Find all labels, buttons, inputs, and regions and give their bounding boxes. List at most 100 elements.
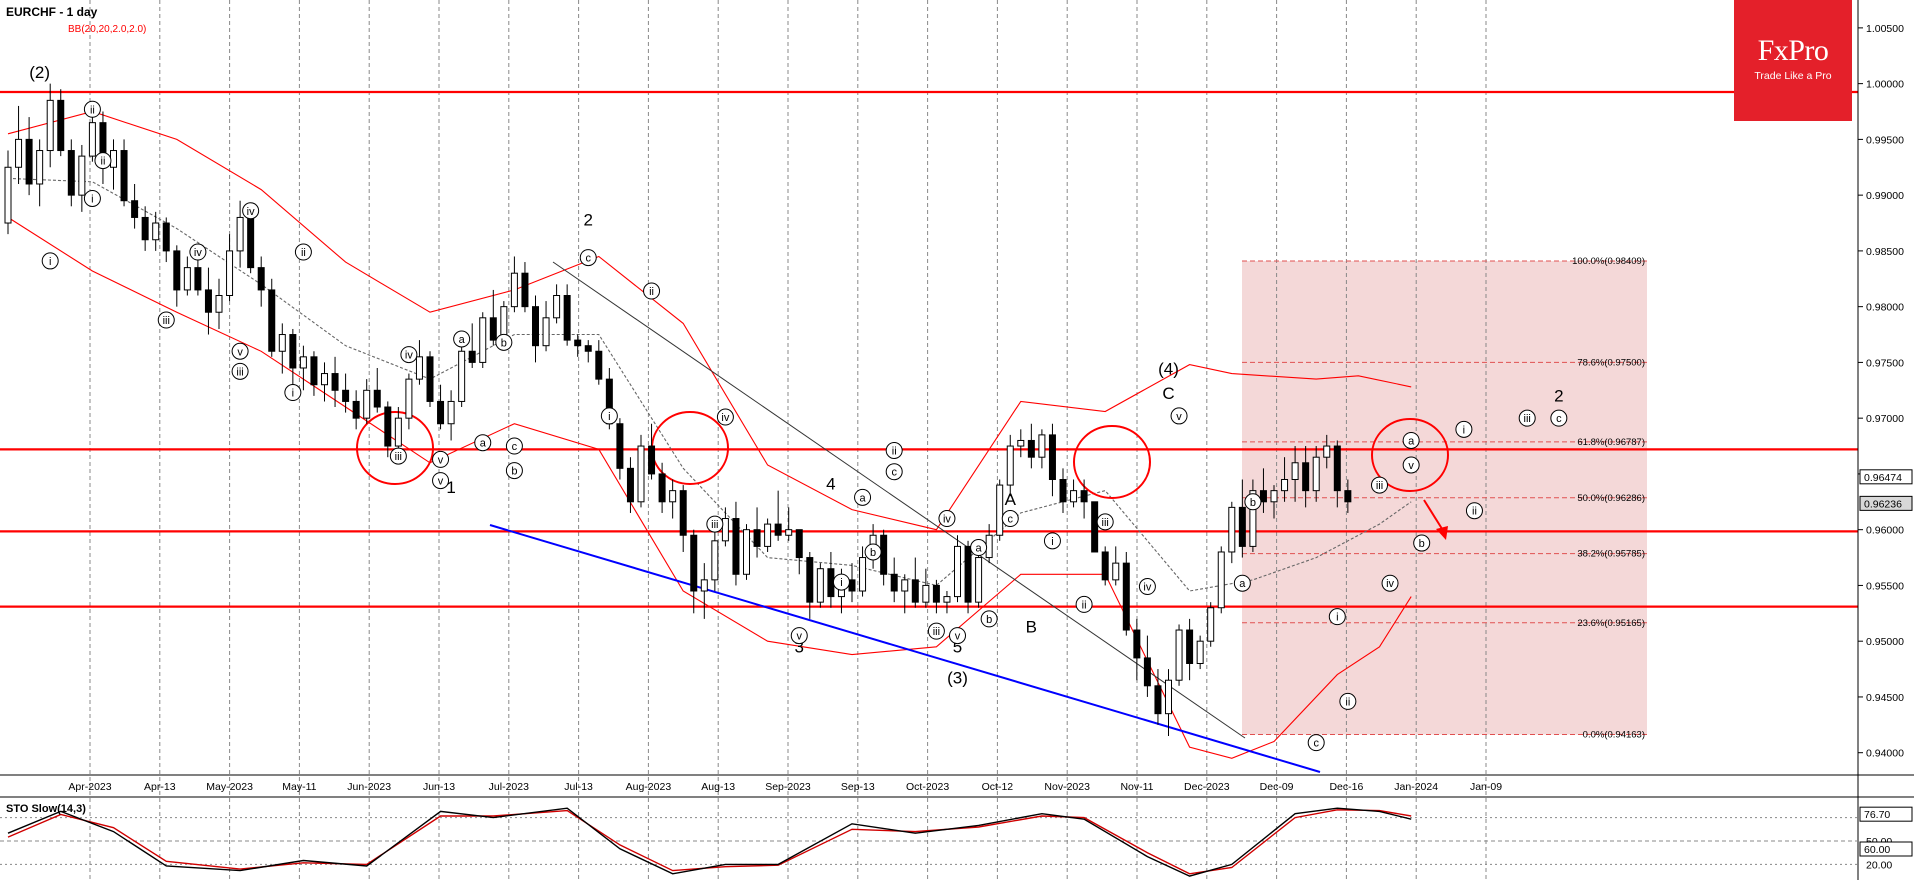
candle: [658, 473, 666, 503]
candle: [15, 138, 23, 168]
candle: [532, 306, 539, 347]
sub-wave-marker: [1339, 692, 1357, 710]
candle: [764, 523, 772, 547]
candle: [299, 356, 307, 369]
wave-label: 4: [826, 475, 835, 494]
candle: [985, 534, 993, 559]
sub-wave-label: iii: [933, 626, 940, 638]
sub-wave-label: b: [986, 614, 992, 626]
x-tick-label: Jul-13: [564, 781, 593, 793]
x-tick-label: Aug-13: [701, 781, 735, 793]
candle: [901, 579, 909, 592]
candle: [1038, 434, 1046, 458]
sub-wave-label: a: [976, 543, 983, 555]
sub-wave-label: ii: [101, 156, 106, 168]
candle: [1143, 657, 1151, 687]
sub-wave-marker: [885, 442, 903, 460]
candle: [774, 523, 782, 536]
sub-wave-marker: [505, 462, 523, 480]
candle: [1070, 490, 1078, 503]
sub-wave-marker: [1233, 574, 1251, 592]
upper-trendline: [552, 261, 1246, 739]
candle: [183, 267, 191, 291]
candle: [204, 289, 212, 313]
candle: [943, 596, 951, 603]
candle: [321, 373, 328, 386]
sub-wave-marker: [1138, 578, 1156, 596]
sub-wave-label: v: [438, 454, 444, 466]
candle: [1302, 462, 1310, 492]
price-tag-box: [1859, 469, 1913, 485]
y-tick-label: 0.95500: [1866, 580, 1904, 592]
sub-wave-marker: [94, 152, 112, 170]
sub-wave-label: iii: [163, 315, 170, 327]
symbol-title: EURCHF - 1 day: [6, 5, 98, 19]
candle: [479, 317, 487, 363]
sub-wave-marker: [432, 450, 450, 468]
sub-wave-marker: [1043, 532, 1061, 550]
sub-wave-marker: [41, 252, 59, 270]
sub-wave-marker: [1465, 502, 1483, 520]
candle: [25, 138, 33, 185]
x-tick-label: Jun-2023: [347, 781, 391, 793]
candle: [584, 345, 592, 352]
x-tick-label: Nov-2023: [1044, 781, 1090, 793]
candle: [57, 99, 65, 152]
candle: [215, 295, 223, 313]
stochastic-k-line: [7, 807, 1412, 877]
candle: [574, 339, 582, 347]
sub-wave-label: v: [955, 631, 961, 643]
candle: [1154, 685, 1162, 715]
candle: [257, 267, 265, 291]
sub-wave-label: c: [891, 467, 897, 479]
candle: [1165, 679, 1172, 715]
candle: [1059, 478, 1067, 503]
sub-wave-label: a: [459, 334, 466, 346]
candle: [1186, 629, 1194, 664]
sub-wave-marker: [231, 362, 249, 380]
candle: [131, 200, 139, 218]
sub-wave-label: ii: [90, 104, 95, 116]
sub-wave-marker: [706, 515, 724, 533]
sub-wave-label: i: [91, 193, 93, 205]
sub-wave-marker: [505, 437, 523, 455]
wave-label: 5: [953, 637, 962, 656]
candle: [1101, 551, 1109, 581]
price-tag: 0.96474: [1864, 472, 1902, 484]
sub-wave-marker: [1402, 431, 1420, 449]
sub-wave-label: iii: [711, 519, 718, 531]
candle: [194, 267, 202, 291]
sub-wave-label: iv: [1143, 582, 1151, 594]
sub-wave-marker: [1307, 734, 1325, 752]
sub-wave-marker: [474, 434, 492, 452]
candle: [1048, 434, 1056, 480]
sub-wave-marker: [579, 249, 597, 267]
price-tag: 0.96236: [1864, 498, 1902, 510]
x-tick-label: Jun-13: [423, 781, 455, 793]
fib-level-label: 100.0%(0.98409): [1572, 256, 1645, 267]
wave-label: A: [1005, 490, 1017, 509]
candle: [996, 484, 1004, 536]
wave-label: 2: [584, 210, 593, 229]
sub-wave-label: c: [586, 253, 592, 265]
fxpro-logo: FxPro Trade Like a Pro: [1734, 0, 1852, 121]
x-tick-label: Jul-2023: [489, 781, 529, 793]
sub-wave-marker: [927, 622, 945, 640]
x-tick-label: Dec-16: [1329, 781, 1363, 793]
sub-wave-marker: [1096, 513, 1114, 531]
x-tick-label: Oct-12: [982, 781, 1014, 793]
fib-level-label: 38.2%(0.95785): [1577, 549, 1645, 560]
candle: [1270, 490, 1278, 503]
bollinger-upper-band: [7, 110, 1412, 531]
candle: [859, 557, 867, 592]
sub-wave-label: i: [1463, 424, 1465, 436]
candle: [405, 378, 413, 419]
y-tick-label: 1.00000: [1866, 79, 1904, 91]
candle: [616, 423, 624, 469]
candle: [1312, 456, 1320, 492]
candle: [890, 573, 898, 592]
candle: [595, 350, 603, 380]
sub-wave-label: v: [797, 631, 803, 643]
candle: [975, 557, 983, 603]
